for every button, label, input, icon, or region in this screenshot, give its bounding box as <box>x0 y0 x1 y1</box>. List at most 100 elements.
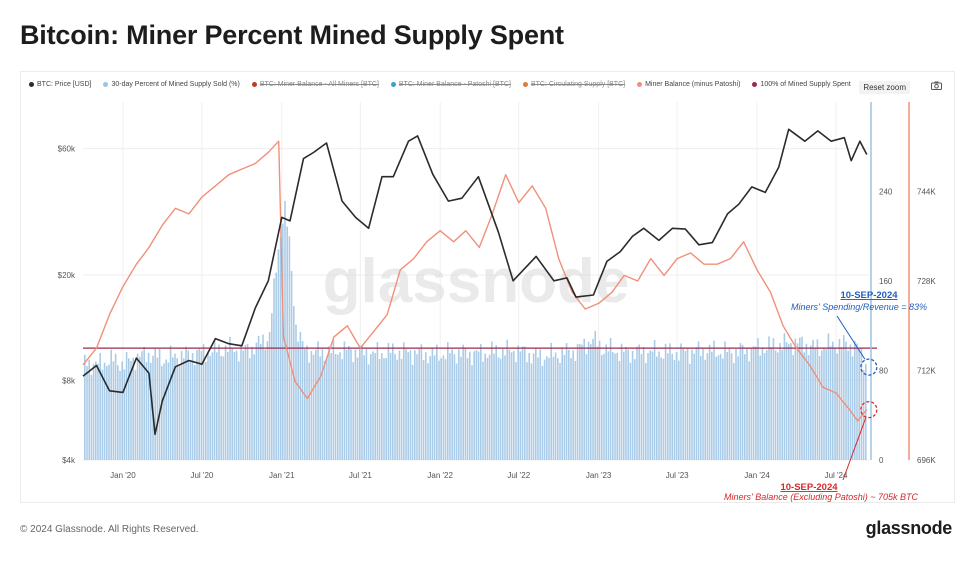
legend-item[interactable]: BTC: Price [USD] <box>29 81 91 88</box>
percent-bar <box>546 356 548 460</box>
miner-balance-line <box>82 140 868 422</box>
percent-bar <box>645 362 647 460</box>
percent-bar <box>779 343 781 460</box>
percent-bar <box>510 352 513 460</box>
percent-bar <box>821 350 823 460</box>
percent-bar <box>84 354 86 460</box>
percent-bar <box>660 357 662 460</box>
percent-bar <box>803 352 805 460</box>
percent-bar <box>473 351 475 460</box>
percent-bar <box>381 353 383 460</box>
percent-bar <box>194 364 196 460</box>
percent-bar <box>702 348 704 460</box>
percent-bar <box>376 342 379 460</box>
percent-bar <box>583 338 585 460</box>
percent-bar <box>330 353 332 460</box>
percent-bar <box>394 354 396 460</box>
legend-label: BTC: Circulating Supply [BTC] <box>530 81 626 88</box>
percent-bar <box>211 352 214 460</box>
percent-bar <box>396 359 398 460</box>
percent-bar <box>442 355 445 460</box>
percent-bar <box>781 349 783 460</box>
percent-bar <box>748 361 750 460</box>
percent-bar <box>343 341 346 460</box>
percent-bar <box>502 348 504 460</box>
percent-bar <box>141 351 143 460</box>
percent-bar <box>607 351 610 460</box>
percent-bar <box>818 355 821 460</box>
percent-bar <box>695 347 698 460</box>
percent-bar <box>249 358 251 460</box>
percent-bar <box>585 354 588 460</box>
percent-bar <box>860 348 863 460</box>
percent-bar <box>427 363 429 460</box>
percent-bar <box>684 351 687 460</box>
percent-bar <box>372 351 374 460</box>
percent-bar <box>361 344 363 460</box>
percent-bar <box>504 355 506 460</box>
percent-bar <box>119 370 121 460</box>
percent-bar <box>649 350 651 460</box>
percent-bar <box>627 349 629 460</box>
percent-bar <box>440 358 442 460</box>
percent-bar <box>97 363 99 460</box>
balance-tick-label: 696K <box>917 456 936 465</box>
percent-bar <box>517 345 519 460</box>
legend-item[interactable]: BTC: Circulating Supply [BTC] <box>522 81 626 88</box>
percent-bar <box>227 351 229 460</box>
percent-bar <box>829 346 832 460</box>
percent-bar <box>638 344 640 460</box>
percent-bar <box>90 374 93 460</box>
percent-bar <box>636 346 638 460</box>
x-tick-label: Jan '23 <box>586 471 612 480</box>
camera-icon[interactable] <box>931 81 942 90</box>
percent-bar <box>724 341 726 460</box>
percent-bar <box>295 324 297 460</box>
percent-bar <box>134 370 137 460</box>
percent-bar <box>92 363 95 460</box>
percent-bar <box>297 341 299 460</box>
percent-bar <box>255 342 258 460</box>
percent-bar <box>570 358 572 460</box>
percent-bar <box>774 350 777 460</box>
legend-item[interactable]: BTC: Miner Balance - Patoshi [BTC] <box>390 81 511 88</box>
percent-bar <box>642 346 645 460</box>
percent-bar <box>629 362 632 460</box>
percent-bar <box>653 339 656 460</box>
percent-bar <box>651 351 654 460</box>
percent-bar <box>312 354 315 460</box>
legend-label: BTC: Price [USD] <box>37 81 92 88</box>
balance-highlight-circle <box>860 401 878 419</box>
chart-container: glassnode $4k $8k $20k $60k 0 80 160 240 696K 712K… <box>20 71 955 503</box>
percent-bar <box>451 349 453 460</box>
spending-pointer <box>836 315 866 360</box>
percent-bar <box>838 339 841 460</box>
percent-bar <box>286 226 288 460</box>
legend-item[interactable]: 30-day Percent of Mined Supply Sold (%) <box>103 81 240 88</box>
percent-bar <box>572 350 574 460</box>
legend-item[interactable]: BTC: Miner Balance - All Miners [BTC] <box>251 81 379 88</box>
percent-bar <box>845 341 847 460</box>
percent-bar <box>733 362 735 460</box>
percent-bar <box>581 344 583 460</box>
percent-bar <box>341 359 343 460</box>
percent-bar <box>154 348 156 460</box>
percent-bar <box>792 354 794 460</box>
percent-bar <box>332 339 335 460</box>
percent-bar <box>169 345 172 460</box>
percent-bar <box>348 345 350 460</box>
percent-bar <box>319 356 321 460</box>
legend-item[interactable]: Miner Balance (minus Patoshi) <box>637 81 740 88</box>
percent-bar <box>755 346 757 460</box>
legend-item[interactable]: 100% of Mined Supply Spent <box>752 81 851 88</box>
percent-bar <box>266 341 269 460</box>
percent-bar <box>671 353 673 460</box>
percent-bar <box>88 359 90 460</box>
percent-bar <box>682 348 684 460</box>
percent-bar <box>301 340 304 460</box>
chart-canvas[interactable]: glassnode $4k $8k $20k $60k 0 80 160 240 696K 712K… <box>21 72 954 502</box>
percent-bar <box>739 343 742 460</box>
percent-bar <box>587 341 590 460</box>
percent-bar <box>757 338 759 460</box>
reset-zoom-button[interactable]: Reset zoom <box>859 81 910 94</box>
